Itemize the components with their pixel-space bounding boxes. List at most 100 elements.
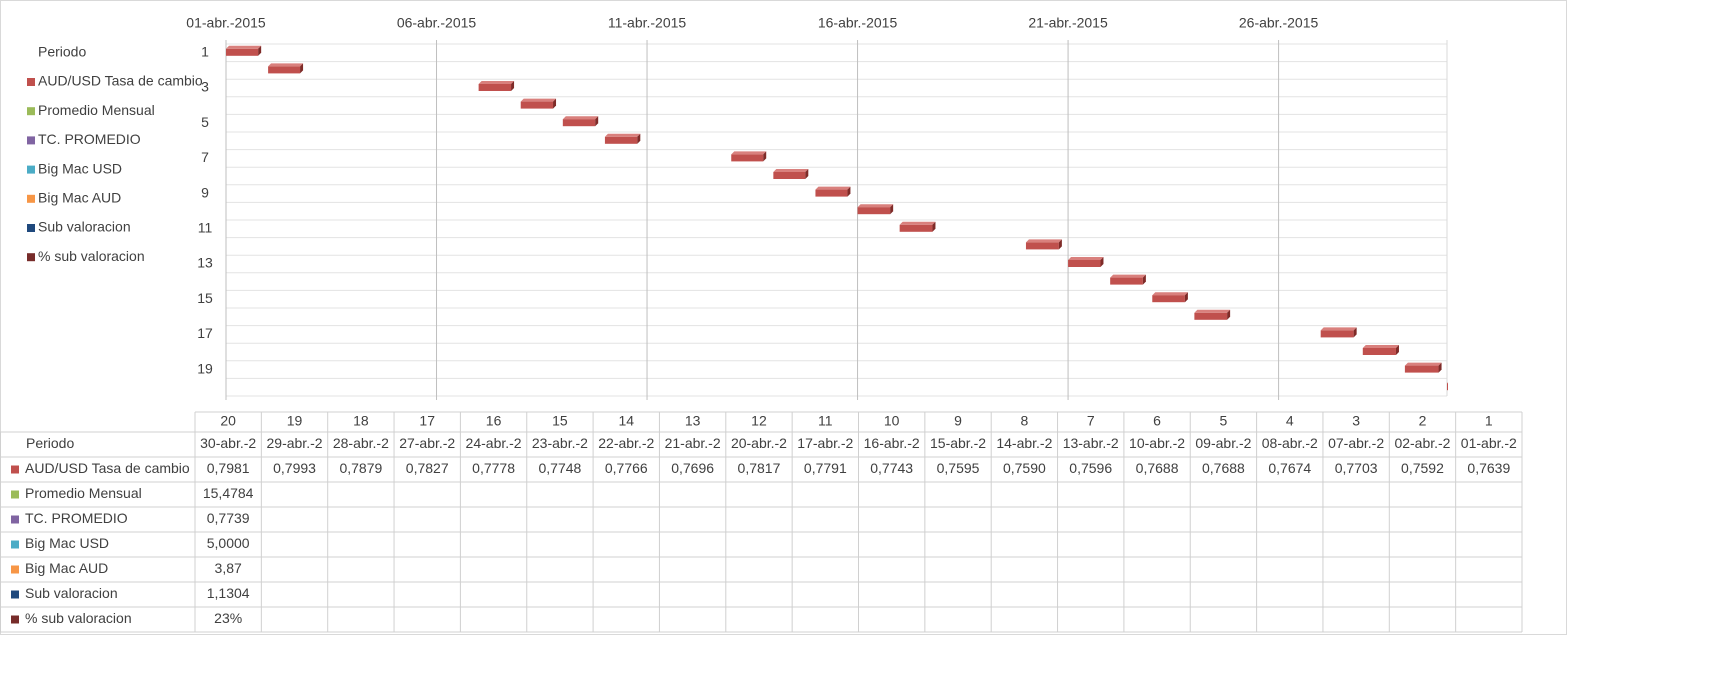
legend-label: Promedio Mensual bbox=[38, 102, 155, 118]
table-cell: 0,7674 bbox=[1268, 460, 1311, 476]
table-cell: 15,4784 bbox=[203, 485, 254, 501]
table-header: 2 bbox=[1419, 413, 1427, 429]
table-cell: 0,7817 bbox=[738, 460, 781, 476]
table-cell: 16-abr.-2 bbox=[864, 435, 920, 451]
table-cell: 22-abr.-2 bbox=[598, 435, 654, 451]
table-cell: 15-abr.-2 bbox=[930, 435, 986, 451]
bar-side bbox=[890, 204, 894, 215]
bar bbox=[562, 116, 599, 127]
table-cell: 0,7595 bbox=[937, 460, 980, 476]
bar bbox=[1025, 239, 1062, 250]
legend-label: Big Mac AUD bbox=[38, 190, 121, 206]
bar bbox=[815, 186, 851, 197]
table-cell: 0,7739 bbox=[207, 510, 250, 526]
bar-front bbox=[1025, 242, 1059, 250]
table-cell: 3,87 bbox=[215, 560, 242, 576]
table-cell: 0,7703 bbox=[1335, 460, 1378, 476]
bar bbox=[773, 169, 809, 179]
bar-front bbox=[1110, 277, 1143, 285]
bar-top bbox=[857, 204, 894, 208]
table-cell: 0,7791 bbox=[804, 460, 847, 476]
table-cell: 01-abr.-2 bbox=[1461, 435, 1517, 451]
bar bbox=[520, 98, 557, 109]
y-tick-label: 13 bbox=[197, 255, 213, 271]
bar-front bbox=[520, 101, 554, 109]
y-tick-label: 9 bbox=[201, 184, 209, 200]
bar bbox=[1362, 345, 1399, 355]
table-row-label: Big Mac USD bbox=[25, 535, 109, 551]
table-row-label: AUD/USD Tasa de cambio bbox=[25, 460, 190, 476]
table-row-label: Sub valoracion bbox=[25, 585, 118, 601]
table-cell: 27-abr.-2 bbox=[399, 435, 455, 451]
bar-top bbox=[562, 116, 599, 120]
bar-top bbox=[1320, 327, 1357, 331]
table-header: 15 bbox=[552, 413, 568, 429]
bar-front bbox=[1404, 365, 1439, 373]
bar bbox=[226, 45, 262, 56]
bar-top bbox=[1152, 292, 1188, 296]
bar-top bbox=[478, 81, 515, 84]
legend-marker bbox=[27, 224, 35, 232]
bar bbox=[1194, 309, 1231, 320]
legend-label: % sub valoracion bbox=[38, 248, 145, 264]
table-cell: 13-abr.-2 bbox=[1063, 435, 1119, 451]
bar-front bbox=[1068, 260, 1101, 267]
table-cell: 0,7766 bbox=[605, 460, 648, 476]
table-header: 13 bbox=[685, 413, 701, 429]
table-cell: 0,7596 bbox=[1069, 460, 1112, 476]
table-legend-marker bbox=[11, 490, 19, 499]
legend-title: Periodo bbox=[38, 44, 86, 60]
table-cell: 21-abr.-2 bbox=[665, 435, 721, 451]
table-header: 18 bbox=[353, 413, 369, 429]
bar-side bbox=[637, 133, 641, 144]
table-cell: 0,7827 bbox=[406, 460, 449, 476]
bar-side bbox=[1395, 345, 1399, 355]
bar-side bbox=[258, 45, 262, 56]
bar-side bbox=[553, 98, 557, 109]
bar-top bbox=[773, 169, 809, 172]
bar-front bbox=[226, 48, 259, 56]
table-header: 11 bbox=[818, 413, 833, 429]
table-cell: 0,7879 bbox=[339, 460, 382, 476]
table-cell: 0,7993 bbox=[273, 460, 316, 476]
table-header: 7 bbox=[1087, 413, 1095, 429]
x-tick-label: 21-abr.-2015 bbox=[1028, 15, 1108, 31]
bar-top bbox=[520, 98, 557, 102]
bar-side bbox=[1058, 239, 1062, 250]
table-cell: 1,1304 bbox=[207, 585, 250, 601]
bar-front bbox=[268, 66, 301, 74]
bar bbox=[1110, 274, 1146, 285]
table-cell: 0,7688 bbox=[1202, 460, 1245, 476]
table-cell: 07-abr.-2 bbox=[1328, 435, 1384, 451]
table-header: 19 bbox=[287, 413, 303, 429]
bar-top bbox=[1447, 382, 1448, 384]
table-header: 8 bbox=[1020, 413, 1028, 429]
table-header: 5 bbox=[1220, 413, 1228, 429]
table-header: 6 bbox=[1153, 413, 1161, 429]
table-row-label: Promedio Mensual bbox=[25, 485, 142, 501]
y-tick-label: 11 bbox=[198, 220, 213, 236]
table-cell: 08-abr.-2 bbox=[1262, 435, 1318, 451]
y-tick-label: 15 bbox=[197, 290, 213, 306]
table-legend-marker bbox=[11, 590, 19, 599]
legend-marker bbox=[27, 194, 35, 203]
table-cell: 0,7696 bbox=[671, 460, 714, 476]
table-row-label: Periodo bbox=[26, 435, 74, 451]
table-cell: 0,7778 bbox=[472, 460, 515, 476]
table-cell: 23% bbox=[214, 610, 242, 626]
table-header: 20 bbox=[220, 413, 236, 429]
bar-side bbox=[1227, 309, 1231, 320]
table-cell: 0,7981 bbox=[207, 460, 250, 476]
bar-front bbox=[478, 84, 512, 91]
table-header: 16 bbox=[486, 413, 502, 429]
table-row-label: TC. PROMEDIO bbox=[25, 510, 128, 526]
bar-side bbox=[511, 81, 515, 91]
bars bbox=[226, 45, 1448, 391]
bar-front bbox=[773, 172, 806, 179]
table-cell: 29-abr.-2 bbox=[267, 435, 323, 451]
bar bbox=[899, 221, 936, 232]
bar-front bbox=[1447, 383, 1448, 391]
bar-top bbox=[1194, 309, 1231, 313]
bar bbox=[1404, 362, 1442, 373]
bar-top bbox=[1362, 345, 1399, 348]
